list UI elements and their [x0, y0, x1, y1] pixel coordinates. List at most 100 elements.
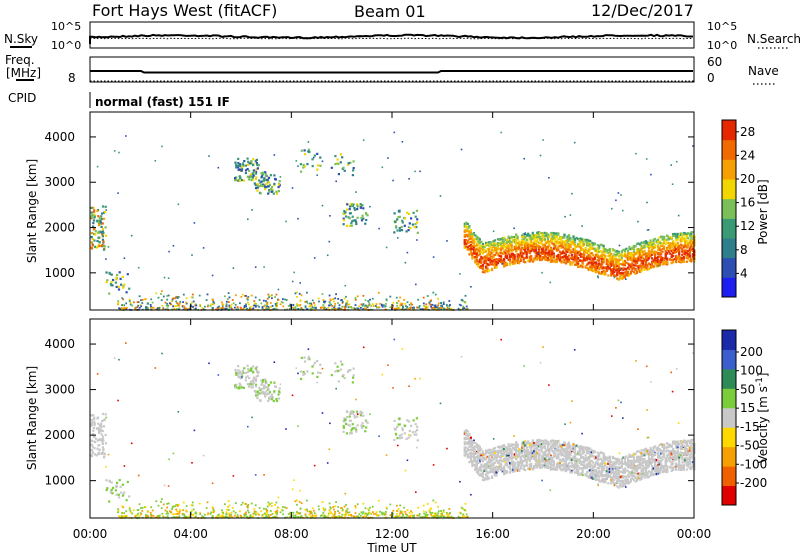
- echo-pixel: [238, 179, 241, 182]
- echo-pixel: [691, 258, 694, 261]
- echo-pixel: [578, 461, 581, 464]
- echo-pixel: [169, 302, 171, 305]
- echo-pixel: [512, 256, 515, 259]
- echo-pixel: [98, 244, 101, 248]
- echo-pixel: [684, 238, 687, 241]
- echo-pixel: [569, 257, 572, 260]
- echo-pixel: [291, 187, 294, 189]
- echo-pixel: [411, 306, 414, 309]
- echo-pixel: [509, 462, 512, 465]
- echo-pixel: [649, 250, 652, 253]
- echo-pixel: [534, 450, 537, 453]
- echo-pixel: [471, 460, 474, 463]
- echo-pixel: [641, 254, 645, 257]
- echo-pixel: [560, 237, 563, 240]
- echo-pixel: [542, 440, 545, 443]
- echo-pixel: [224, 295, 226, 298]
- echo-pixel: [607, 260, 610, 264]
- echo-pixel: [595, 268, 598, 271]
- echo-pixel: [244, 169, 248, 172]
- echo-pixel: [206, 305, 209, 308]
- echo-pixel: [515, 467, 518, 470]
- echo-pixel: [472, 463, 475, 466]
- echo-pixel: [500, 466, 503, 469]
- echo-pixel: [558, 462, 562, 465]
- echo-pixel: [551, 450, 554, 453]
- echo-pixel: [189, 306, 191, 309]
- echo-pixel: [469, 460, 472, 463]
- echo-pixel: [510, 261, 513, 264]
- echo-pixel: [263, 299, 265, 302]
- echo-pixel: [306, 308, 308, 311]
- echo-pixel: [634, 251, 637, 254]
- echo-pixel: [466, 437, 469, 440]
- echo-pixel: [513, 239, 516, 242]
- echo-pixel: [604, 273, 607, 276]
- echo-pixel: [376, 306, 379, 308]
- echo-pixel: [521, 451, 524, 454]
- echo-pixel: [341, 302, 344, 304]
- echo-pixel: [575, 256, 578, 259]
- echo-pixel: [105, 281, 108, 284]
- echo-pixel: [608, 260, 611, 263]
- echo-pixel: [657, 262, 660, 266]
- echo-pixel: [399, 302, 402, 305]
- echo-pixel: [691, 241, 694, 244]
- echo-pixel: [602, 261, 605, 264]
- echo-pixel: [487, 244, 491, 247]
- echo-pixel: [570, 464, 574, 467]
- echo-pixel: [614, 269, 617, 272]
- echo-pixel: [483, 246, 486, 249]
- echo-pixel: [472, 242, 475, 245]
- echo-pixel: [651, 244, 654, 247]
- echo-pixel: [522, 460, 525, 463]
- echo-pixel: [578, 246, 581, 249]
- echo-pixel: [343, 169, 346, 172]
- echo-pixel: [267, 176, 271, 179]
- echo-pixel: [493, 248, 497, 252]
- echo-pixel: [604, 270, 607, 273]
- echo-pixel: [640, 244, 643, 247]
- echo-pixel: [434, 304, 437, 307]
- echo-pixel: [536, 439, 539, 442]
- echo-pixel: [607, 249, 610, 252]
- echo-pixel: [141, 302, 144, 304]
- echo-pixel: [311, 308, 314, 310]
- echo-pixel: [226, 307, 228, 310]
- echo-pixel: [607, 252, 610, 255]
- echo-pixel: [616, 269, 619, 272]
- echo-pixel: [480, 246, 483, 249]
- echo-pixel: [604, 249, 607, 252]
- echo-pixel: [123, 307, 126, 309]
- echo-pixel: [241, 169, 243, 171]
- echo-pixel: [533, 442, 536, 445]
- echo-pixel: [398, 229, 401, 232]
- echo-pixel: [503, 472, 506, 475]
- echo-pixel: [319, 164, 322, 167]
- echo-pixel: [471, 247, 474, 250]
- echo-pixel: [658, 242, 661, 245]
- echo-pixel: [513, 453, 516, 456]
- echo-pixel: [563, 261, 566, 264]
- echo-pixel: [691, 253, 694, 256]
- echo-pixel: [644, 262, 648, 265]
- echo-pixel: [515, 447, 518, 450]
- echo-pixel: [176, 308, 178, 310]
- echo-pixel: [481, 465, 484, 468]
- echo-pixel: [540, 450, 543, 453]
- echo-pixel: [664, 250, 667, 253]
- echo-pixel: [545, 454, 548, 457]
- echo-pixel: [587, 257, 590, 260]
- echo-pixel: [583, 461, 586, 464]
- echo-pixel: [569, 240, 572, 244]
- echo-pixel: [607, 255, 610, 258]
- echo-pixel: [580, 240, 583, 243]
- echo-pixel: [468, 244, 471, 248]
- echo-pixel: [615, 199, 617, 202]
- echo-pixel: [657, 243, 660, 246]
- echo-pixel: [507, 460, 510, 463]
- echo-pixel: [608, 248, 611, 251]
- echo-pixel: [466, 229, 469, 233]
- echo-pixel: [463, 239, 466, 242]
- echo-pixel: [509, 244, 512, 247]
